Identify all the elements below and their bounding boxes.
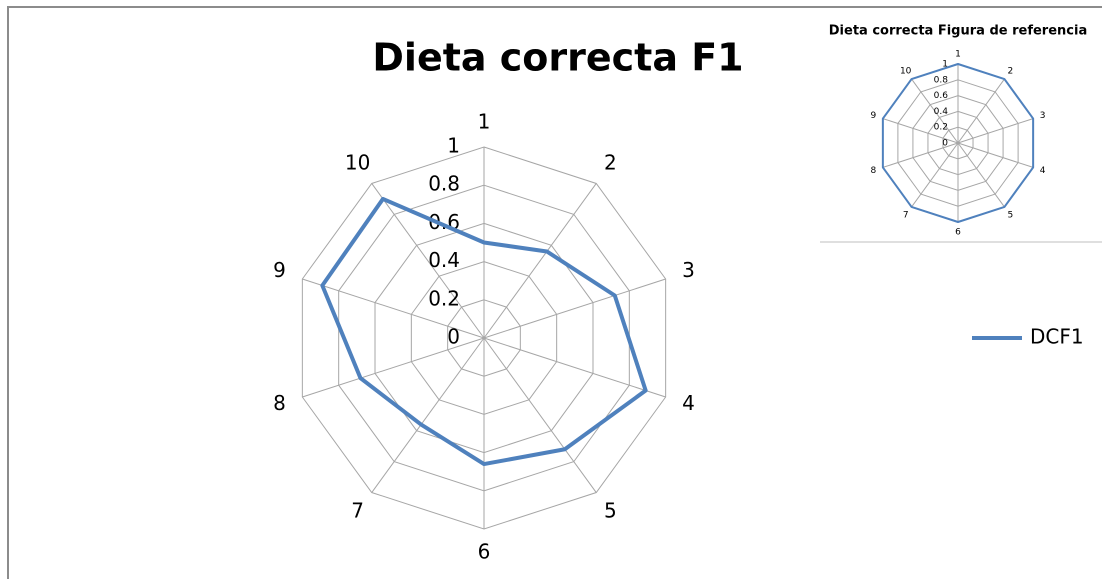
category-label: 9 <box>273 258 286 282</box>
category-label: 10 <box>900 66 912 76</box>
category-label: 9 <box>870 111 876 121</box>
tick-label: 0.8 <box>428 172 460 196</box>
spoke <box>302 337 485 398</box>
inset-title: Dieta correcta Figura de referencia <box>829 24 1087 39</box>
category-label: 2 <box>1007 66 1013 76</box>
category-label: 3 <box>1040 111 1046 121</box>
category-label: 4 <box>682 391 695 415</box>
series-line <box>881 63 1035 223</box>
category-label: 3 <box>682 258 695 282</box>
category-label: 4 <box>1040 166 1046 176</box>
spoke <box>371 183 485 339</box>
category-label: 7 <box>903 211 909 221</box>
spoke <box>957 142 1005 208</box>
category-label: 7 <box>351 498 364 522</box>
tick-label: 0.6 <box>934 91 949 101</box>
spoke <box>302 278 485 339</box>
tick-label: 0.4 <box>428 248 460 272</box>
tick-label: 1 <box>447 134 460 158</box>
category-label: 1 <box>478 110 491 134</box>
category-label: 5 <box>604 498 617 522</box>
spoke <box>483 337 597 493</box>
legend-label: DCF1 <box>1030 325 1084 349</box>
category-label: 1 <box>955 50 961 60</box>
spoke <box>483 278 666 339</box>
category-label: 8 <box>870 166 876 176</box>
spoke <box>911 78 959 144</box>
tick-label: 0.2 <box>428 286 460 310</box>
spoke <box>882 118 959 144</box>
category-label: 6 <box>955 228 961 238</box>
tick-label: 0.4 <box>934 107 949 117</box>
category-label: 5 <box>1007 211 1013 221</box>
tick-label: 1 <box>942 60 948 70</box>
spoke <box>483 183 597 339</box>
spoke <box>957 78 1005 144</box>
tick-label: 0.8 <box>934 75 949 85</box>
spoke <box>957 142 1034 168</box>
spoke <box>483 337 666 398</box>
spoke <box>911 142 959 208</box>
tick-label: 0 <box>942 139 948 149</box>
tick-label: 0.2 <box>934 123 948 133</box>
category-label: 8 <box>273 391 286 415</box>
spoke <box>371 337 485 493</box>
spoke <box>882 142 959 168</box>
frame <box>7 6 1102 579</box>
category-label: 2 <box>604 151 617 175</box>
chart-title: Dieta correcta F1 <box>372 36 743 80</box>
series-line <box>320 196 648 467</box>
spoke <box>957 118 1034 144</box>
tick-label: 0 <box>447 325 460 349</box>
category-label: 6 <box>478 540 491 564</box>
category-label: 10 <box>345 151 370 175</box>
